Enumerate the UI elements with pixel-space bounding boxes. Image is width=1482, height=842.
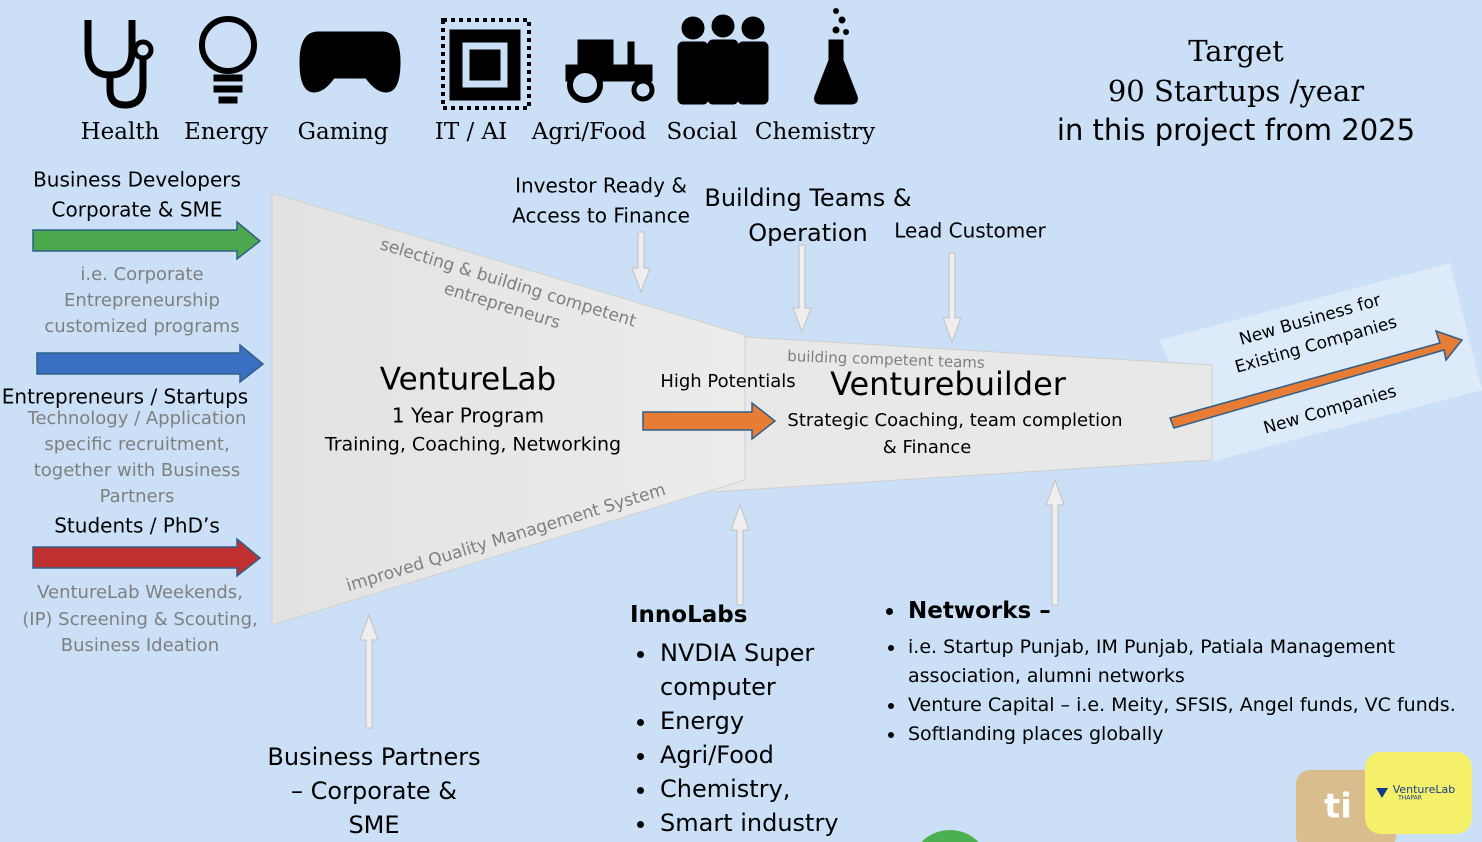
innolabs-list: NVDIA Super computer Energy Agri/Food Ch… bbox=[632, 636, 848, 840]
venturelab-title: VentureLab bbox=[380, 362, 556, 398]
sector-label: Health bbox=[81, 119, 160, 145]
networks-heading: Networks – bbox=[880, 598, 1482, 624]
innolabs-item: Chemistry, bbox=[658, 772, 848, 806]
sector-label: IT / AI bbox=[435, 119, 508, 145]
innolabs-item: NVDIA Super computer bbox=[658, 636, 848, 704]
innolabs-item: Agri/Food bbox=[658, 738, 848, 772]
red-arrow bbox=[32, 537, 262, 578]
innolabs-title: InnoLabs bbox=[630, 602, 748, 628]
partners-label: SME bbox=[348, 811, 399, 839]
networks-item: Softlanding places globally bbox=[906, 720, 1482, 749]
venturebuilder-line: Strategic Coaching, team completion bbox=[787, 410, 1122, 431]
green-arrow bbox=[32, 220, 262, 261]
input-title: Corporate & SME bbox=[52, 198, 223, 222]
venturelab-logo bbox=[1365, 752, 1472, 834]
gray-arrows bbox=[359, 231, 1065, 729]
input-note: Entrepreneurship bbox=[64, 290, 220, 311]
partners-label: – Corporate & bbox=[291, 777, 457, 805]
networks-item: i.e. Startup Punjab, IM Punjab, Patiala … bbox=[906, 633, 1482, 691]
venturebuilder-title: Venturebuilder bbox=[830, 365, 1067, 403]
high-potentials: High Potentials bbox=[660, 371, 795, 392]
venturelab-line: 1 Year Program bbox=[392, 404, 544, 428]
input-note: i.e. Corporate bbox=[80, 264, 203, 285]
input-title: Entrepreneurs / Startups bbox=[2, 385, 248, 409]
input-note: Business Ideation bbox=[61, 635, 219, 656]
sector-label: Energy bbox=[184, 119, 268, 145]
logo-subtext: THAPAR bbox=[1397, 795, 1422, 802]
target-value: 90 Startups /year bbox=[1108, 74, 1364, 108]
output-area bbox=[1160, 263, 1482, 462]
top-input-label: Operation bbox=[748, 219, 867, 247]
sector-label: Gaming bbox=[298, 119, 389, 145]
input-note: together with Business bbox=[34, 460, 241, 481]
input-note: Technology / Application bbox=[27, 408, 247, 429]
innolabs-item: Energy bbox=[658, 704, 848, 738]
input-note: (IP) Screening & Scouting, bbox=[22, 609, 258, 630]
ti-text: ti bbox=[1324, 787, 1352, 827]
top-input-label: Access to Finance bbox=[512, 204, 690, 228]
input-note: Partners bbox=[100, 486, 175, 507]
networks-item: Venture Capital – i.e. Meity, SFSIS, Ang… bbox=[906, 691, 1482, 720]
innolabs-item: Smart industry bbox=[658, 806, 848, 840]
target-period: in this project from 2025 bbox=[1057, 113, 1415, 147]
input-note: specific recruitment, bbox=[44, 434, 229, 455]
input-note: customized programs bbox=[44, 316, 239, 337]
partners-label: Business Partners bbox=[267, 743, 480, 771]
venturelab-line: Training, Coaching, Networking bbox=[324, 434, 621, 456]
icons bbox=[84, 8, 858, 110]
blue-arrow bbox=[36, 343, 265, 384]
output-arrow bbox=[1168, 329, 1464, 429]
logo-mark bbox=[1376, 788, 1388, 798]
input-title: Students / PhD’s bbox=[54, 514, 220, 538]
input-note: VentureLab Weekends, bbox=[37, 582, 243, 603]
sector-label: Agri/Food bbox=[531, 119, 647, 145]
sector-label: Social bbox=[667, 119, 738, 145]
venturelab-funnel bbox=[271, 192, 746, 626]
sector-label: Chemistry bbox=[755, 119, 875, 145]
logo-text: VentureLab bbox=[1393, 783, 1456, 796]
networks-list: i.e. Startup Punjab, IM Punjab, Patiala … bbox=[880, 633, 1482, 749]
top-input-label: Lead Customer bbox=[894, 219, 1046, 243]
decor-circle bbox=[921, 830, 979, 842]
input-title: Business Developers bbox=[33, 168, 241, 192]
venturebuilder-line: & Finance bbox=[883, 437, 972, 458]
target-title: Target bbox=[1188, 34, 1284, 68]
top-input-label: Investor Ready & bbox=[515, 174, 687, 198]
networks-title: Networks – bbox=[906, 598, 1482, 624]
orange-arrow bbox=[642, 401, 777, 441]
top-input-label: Building Teams & bbox=[704, 184, 911, 212]
